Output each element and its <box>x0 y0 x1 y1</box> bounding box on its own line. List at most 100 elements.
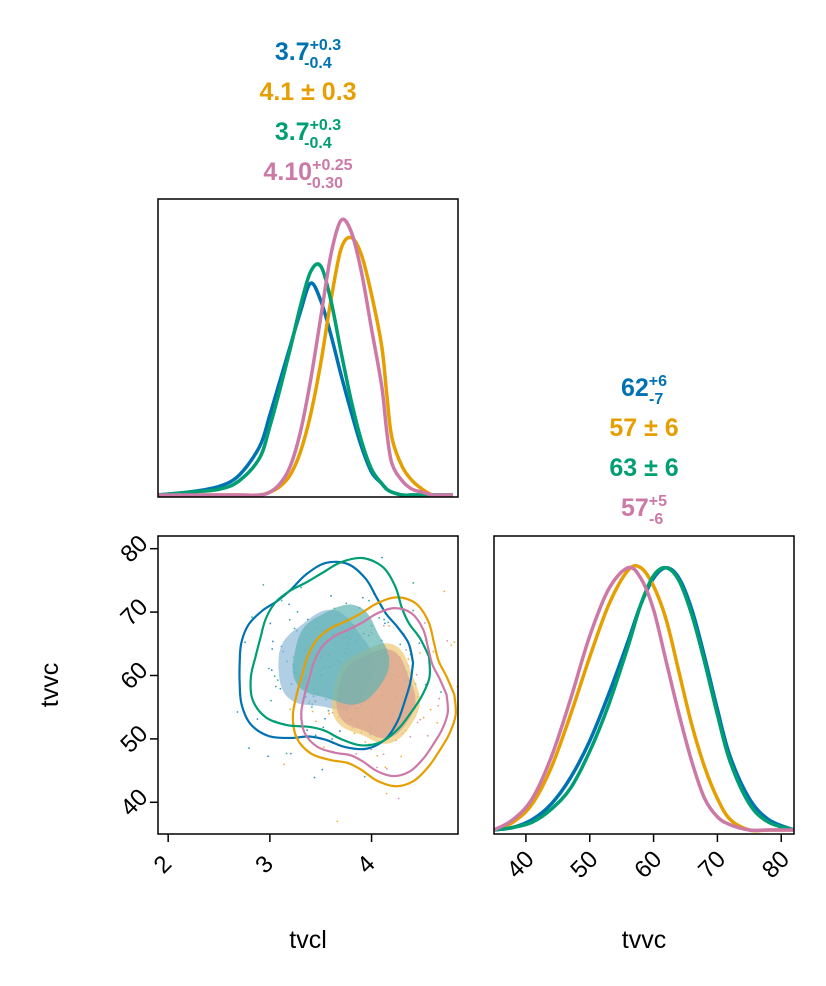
scatter-point <box>328 712 331 715</box>
scatter-point <box>327 709 330 712</box>
scatter-point <box>419 652 421 654</box>
stat-label-1: 57 ± 6 <box>609 414 678 442</box>
stat-label-1: 4.1 ± 0.3 <box>259 78 356 106</box>
scatter-point <box>331 738 334 740</box>
xtick-label-tvcl-4: 4 <box>352 850 381 879</box>
x-axis-label-tvvc: tvvc <box>622 926 666 954</box>
scatter-point <box>376 766 378 769</box>
xtick-label-tvvc-70: 70 <box>693 846 731 884</box>
scatter-point <box>383 618 386 621</box>
scatter-point <box>363 775 366 778</box>
scatter-point <box>400 755 403 758</box>
marginal-tvcl-panel <box>157 198 459 498</box>
scatter-point <box>453 641 456 643</box>
joint-plot-area <box>236 556 466 823</box>
x-axis-label-tvcl: tvcl <box>289 926 327 954</box>
xtick-label-tvcl-3: 3 <box>250 850 279 879</box>
scatter-point <box>267 755 270 758</box>
scatter-point <box>432 650 435 653</box>
scatter-point <box>385 767 388 770</box>
scatter-point <box>283 763 285 766</box>
scatter-point <box>322 726 325 729</box>
scatter-point <box>322 746 325 749</box>
scatter-point <box>405 648 407 651</box>
scatter-point <box>300 586 303 589</box>
scatter-point <box>321 768 324 771</box>
scatter-point <box>381 556 383 559</box>
scatter-point <box>288 603 290 606</box>
scatter-point <box>336 820 339 823</box>
scatter-point <box>388 625 390 627</box>
panel-frame-marginal-tvcl <box>157 198 459 498</box>
xtick-label-tvvc-50: 50 <box>565 846 603 884</box>
scatter-point <box>355 753 358 755</box>
scatter-point <box>443 590 446 593</box>
scatter-point <box>251 616 253 618</box>
scatter-point <box>311 710 314 713</box>
scatter-point <box>370 748 373 751</box>
scatter-point <box>464 697 466 699</box>
scatter-point <box>314 734 317 737</box>
scatter-point <box>315 720 318 723</box>
stat-label-2: 3.7+0.3 -0.4 <box>275 117 341 152</box>
scatter-point <box>353 732 356 735</box>
xtick-label-tvvc-80: 80 <box>757 846 795 884</box>
density-contour-3 <box>300 607 450 778</box>
scatter-point <box>324 717 326 720</box>
stat-label-0: 3.7+0.3 -0.4 <box>275 37 341 72</box>
scatter-point <box>376 754 379 757</box>
scatter-point <box>437 704 440 707</box>
scatter-point <box>345 602 348 605</box>
scatter-point <box>382 624 385 627</box>
scatter-point <box>385 792 388 795</box>
scatter-point <box>271 648 274 650</box>
ytick-label-tvvc-80: 80 <box>115 530 153 568</box>
scatter-point <box>423 622 426 624</box>
scatter-point <box>387 621 390 624</box>
scatter-point <box>285 752 288 755</box>
scatter-point <box>407 658 410 661</box>
scatter-point <box>438 697 441 700</box>
top-stats: 3.7+0.3 -0.4 4.1 ± 0.3 3.7+0.3 -0.4 4.10+0.25… <box>259 37 356 192</box>
scatter-point <box>361 596 364 599</box>
scatter-point <box>422 716 425 719</box>
scatter-point <box>279 687 282 690</box>
scatter-point <box>270 699 272 702</box>
scatter-point <box>256 718 259 720</box>
scatter-point <box>306 729 308 732</box>
scatter-point <box>397 797 400 800</box>
density-line-tvvc-3 <box>493 565 794 833</box>
scatter-point <box>364 741 367 743</box>
scatter-point <box>382 753 385 756</box>
stat-label-3: 57+5 -6 <box>621 493 667 528</box>
scatter-point <box>450 644 453 647</box>
scatter-point <box>436 721 439 724</box>
density-line-tvvc-1 <box>493 564 794 833</box>
scatter-point <box>446 640 449 642</box>
density-line-tvcl-2 <box>157 262 453 497</box>
scatter-point <box>280 599 283 602</box>
scatter-point <box>289 708 292 711</box>
density-contour-1 <box>291 596 457 788</box>
scatter-point <box>313 776 316 779</box>
scatter-point <box>274 685 277 688</box>
scatter-point <box>378 616 381 619</box>
scatter-point <box>412 609 415 612</box>
scatter-point <box>409 735 412 738</box>
scatter-point <box>236 711 239 713</box>
scatter-point <box>415 673 418 676</box>
density-fill-2 <box>292 604 390 705</box>
density-contour-2 <box>249 556 432 747</box>
density-line-tvvc-2 <box>493 565 795 832</box>
scatter-point <box>368 599 370 602</box>
density-line-tvcl-3 <box>158 217 453 497</box>
xtick-label-tvvc-60: 60 <box>629 846 667 884</box>
scatter-point <box>310 706 313 708</box>
scatter-point <box>338 730 341 732</box>
scatter-point <box>288 618 291 621</box>
scatter-point <box>429 708 432 711</box>
panel-frame-joint <box>157 535 459 835</box>
scatter-point <box>269 622 272 625</box>
scatter-point <box>419 718 422 721</box>
scatter-point <box>416 721 419 724</box>
